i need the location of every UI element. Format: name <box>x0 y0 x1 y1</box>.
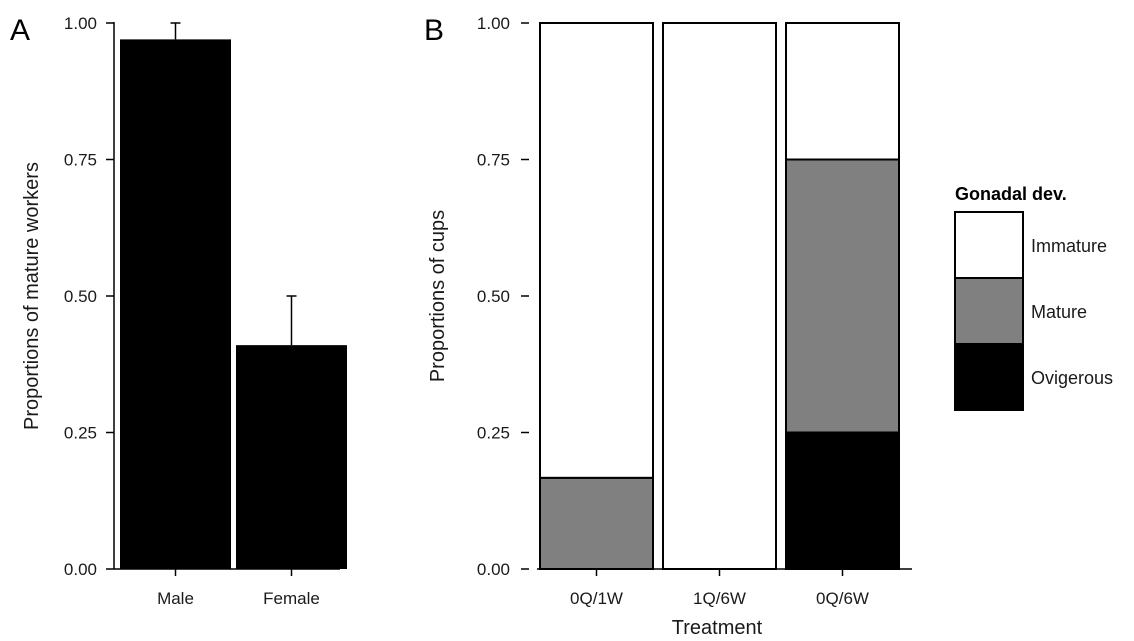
x-tick-label: 0Q/6W <box>816 589 869 608</box>
x-tick-label: Female <box>263 589 320 608</box>
y-tick-label: 1.00 <box>64 14 97 33</box>
stacked-segment <box>785 431 900 570</box>
panel-b-legend: Gonadal dev. Immature Mature Ovigerous <box>954 184 1113 411</box>
panel-a-label: A <box>10 14 30 47</box>
panel-b-x-axis-title: Treatment <box>672 617 763 639</box>
y-tick-label: 0.25 <box>64 424 97 443</box>
y-tick-label: 0.75 <box>64 151 97 170</box>
x-tick-label: 1Q/6W <box>693 589 746 608</box>
y-tick-label: 0.00 <box>64 560 97 579</box>
legend-label: Ovigerous <box>1031 368 1113 388</box>
panel-b-label: B <box>424 14 444 47</box>
x-tick-label: 0Q/1W <box>570 589 623 608</box>
x-tick-label: Male <box>157 589 194 608</box>
bar <box>120 39 231 569</box>
stacked-segment <box>785 158 900 434</box>
panel-a-error-bars <box>170 22 297 346</box>
legend-label: Immature <box>1031 236 1107 256</box>
legend-swatch <box>954 211 1024 279</box>
stacked-segment <box>539 22 654 479</box>
stacked-segment <box>539 476 654 570</box>
legend-swatch <box>954 277 1024 345</box>
panel-b-y-ticks: 0.00 0.25 0.50 0.75 1.00 <box>477 14 529 579</box>
y-tick-label: 0.50 <box>64 287 97 306</box>
legend-title: Gonadal dev. <box>955 184 1067 204</box>
bar <box>236 345 347 569</box>
stacked-segment <box>662 22 777 570</box>
legend-label: Mature <box>1031 302 1087 322</box>
y-tick-label: 0.50 <box>477 287 510 306</box>
panel-b-x-tick-labels: 0Q/1W 1Q/6W 0Q/6W <box>570 569 869 608</box>
panel-a: A Proportions of mature workers 0.00 0.25… <box>10 14 347 608</box>
y-tick-label: 0.25 <box>477 424 510 443</box>
y-tick-label: 0.75 <box>477 151 510 170</box>
panel-a-y-ticks: 0.00 0.25 0.50 0.75 1.00 <box>64 14 114 579</box>
stacked-segment <box>785 22 900 161</box>
panel-b-y-axis-title: Proportions of cups <box>427 210 449 382</box>
legend-items: Immature Mature Ovigerous <box>954 211 1113 411</box>
panel-a-x-tick-labels: Male Female <box>157 569 320 608</box>
y-tick-label: 1.00 <box>477 14 510 33</box>
panel-a-y-axis-title: Proportions of mature workers <box>21 162 43 430</box>
panel-b: B Proportions of cups Treatment 0.00 0.25… <box>424 14 1113 639</box>
panel-a-bars <box>120 39 347 569</box>
y-tick-label: 0.00 <box>477 560 510 579</box>
panel-b-bars <box>539 22 900 570</box>
legend-swatch <box>954 343 1024 411</box>
